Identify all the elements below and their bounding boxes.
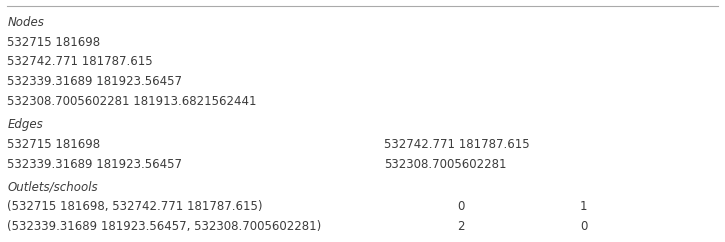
Text: 532339.31689 181923.56457: 532339.31689 181923.56457 [7, 158, 182, 171]
Text: 532742.771 181787.615: 532742.771 181787.615 [7, 55, 153, 68]
Text: Edges: Edges [7, 118, 43, 131]
Text: 1: 1 [580, 200, 587, 213]
Text: 0: 0 [457, 200, 464, 213]
Text: (532715 181698, 532742.771 181787.615): (532715 181698, 532742.771 181787.615) [7, 200, 262, 213]
Text: 532339.31689 181923.56457: 532339.31689 181923.56457 [7, 75, 182, 88]
Text: (532339.31689 181923.56457, 532308.7005602281): (532339.31689 181923.56457, 532308.70056… [7, 220, 321, 233]
Text: 532715 181698: 532715 181698 [7, 36, 100, 49]
Text: 0: 0 [580, 220, 587, 233]
Text: 532715 181698: 532715 181698 [7, 138, 100, 151]
Text: 532308.7005602281: 532308.7005602281 [384, 158, 507, 171]
Text: 532742.771 181787.615: 532742.771 181787.615 [384, 138, 530, 151]
Text: Outlets/schools: Outlets/schools [7, 180, 98, 193]
Text: 532308.7005602281 181913.6821562441: 532308.7005602281 181913.6821562441 [7, 95, 257, 108]
Text: Nodes: Nodes [7, 16, 44, 29]
Text: 2: 2 [457, 220, 464, 233]
